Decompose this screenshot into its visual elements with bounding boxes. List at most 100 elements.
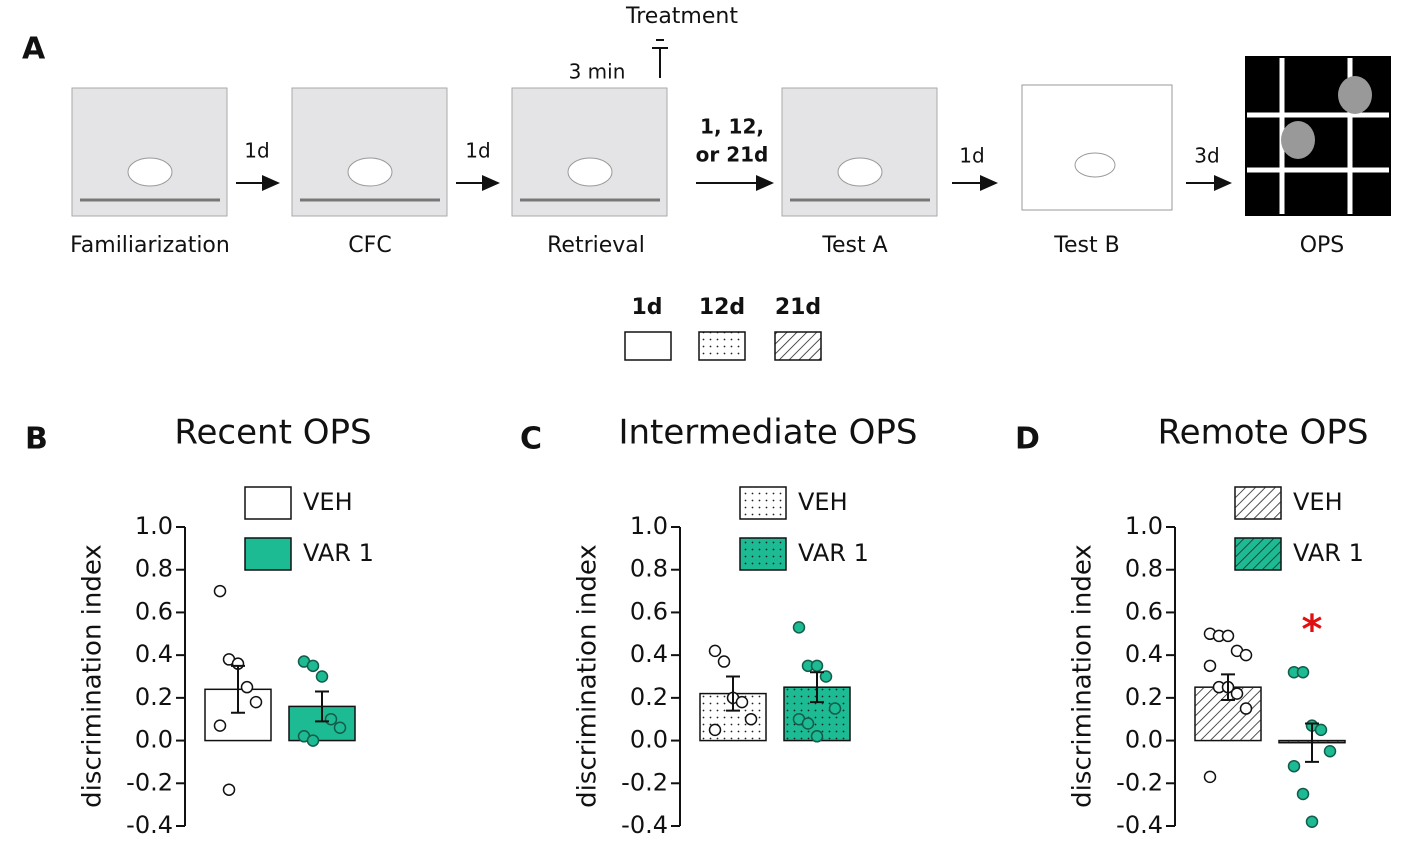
- legend-label: VEH: [1293, 488, 1343, 516]
- panel-letter: A: [22, 32, 46, 67]
- y-tick-label: 0.0: [135, 726, 173, 754]
- data-point: [1305, 815, 1319, 828]
- chart: B Recent OPS discrimination index -0.4 -0.2 0…: [25, 413, 374, 840]
- data-point: [801, 717, 815, 730]
- significance-marker: *: [1302, 607, 1323, 653]
- chart: C Intermediate OPS discrimination index -0.…: [520, 413, 918, 840]
- y-tick-label: 0.0: [1125, 726, 1163, 754]
- interval-label: 3d: [1194, 144, 1219, 168]
- y-axis-label: discrimination index: [1068, 544, 1098, 808]
- data-point: [744, 712, 758, 726]
- data-point: [315, 670, 329, 683]
- y-tick-label: -0.2: [126, 768, 173, 796]
- pattern-swatch: [774, 331, 822, 361]
- data-point: [1239, 702, 1253, 715]
- y-tick-label: 0.2: [135, 683, 173, 711]
- legend-label: VAR 1: [303, 539, 374, 567]
- error-bar: [1305, 722, 1319, 763]
- pattern-legend-label: 12d: [699, 295, 745, 320]
- y-tick-label: -0.4: [621, 811, 668, 839]
- data-point: [1221, 629, 1235, 643]
- y-tick-label: 1.0: [135, 512, 173, 540]
- data-point: [810, 730, 824, 743]
- data-point: [1203, 770, 1217, 784]
- error-bar: [810, 671, 824, 704]
- cages: [71, 87, 938, 217]
- data-point: [1203, 659, 1217, 673]
- data-point: [222, 783, 236, 796]
- data-point: [1239, 648, 1253, 662]
- stage-label: OPS: [1300, 233, 1345, 258]
- pattern-legend-label: 1d: [631, 295, 662, 320]
- interval-label: 1d: [959, 144, 984, 168]
- pattern-swatch: [698, 331, 746, 361]
- y-tick-label: 0.8: [135, 555, 173, 583]
- data-point: [1314, 723, 1328, 737]
- error-bar: [726, 675, 740, 712]
- y-tick-label: 0.2: [1125, 683, 1163, 711]
- legend-label: VAR 1: [1293, 539, 1364, 567]
- data-point: [1296, 665, 1310, 679]
- y-tick-label: 1.0: [1125, 512, 1163, 540]
- treatment-label: Treatment: [625, 4, 738, 29]
- interval-label: 1, 12,: [700, 115, 764, 139]
- data-point: [333, 721, 347, 735]
- interval-label: or 21d: [696, 143, 769, 167]
- y-tick-label: 0.4: [135, 640, 173, 668]
- y-axis-label: discrimination index: [573, 544, 603, 808]
- y-tick-label: -0.4: [126, 811, 173, 839]
- panel-a: A Treatment 3 min 1d 1d 1, 12: [22, 4, 1391, 361]
- panel-letter: B: [25, 422, 48, 457]
- open-box: [1021, 84, 1173, 211]
- y-axis-label: discrimination index: [78, 544, 108, 808]
- error-bar: [1221, 673, 1235, 701]
- legend-swatch-pattern: [1235, 538, 1281, 570]
- data-point: [240, 680, 254, 694]
- y-tick-label: 0.2: [630, 683, 668, 711]
- y-tick-label: 1.0: [630, 512, 668, 540]
- panel-letter: D: [1015, 422, 1040, 457]
- chart: D Remote OPS discrimination index -0.4 -0.2 0…: [1015, 413, 1368, 840]
- legend-swatch-pattern: [1235, 487, 1281, 519]
- duration-label: 3 min: [569, 60, 626, 84]
- legend-swatch-pattern: [740, 538, 786, 570]
- chart-title: Remote OPS: [1158, 413, 1369, 453]
- legend-label: VAR 1: [798, 539, 869, 567]
- stage-label: CFC: [348, 233, 391, 258]
- data-point: [1230, 687, 1244, 700]
- stage-label: Test A: [821, 233, 887, 258]
- y-tick-label: 0.4: [1125, 640, 1163, 668]
- y-tick-label: 0.6: [1125, 597, 1163, 625]
- data-point: [735, 695, 749, 709]
- data-point: [306, 734, 320, 747]
- interval-label: 1d: [244, 139, 269, 163]
- syringe: [652, 39, 668, 78]
- y-tick-label: 0.8: [1125, 555, 1163, 583]
- data-point: [828, 702, 842, 715]
- panel-letter: C: [520, 422, 542, 457]
- data-point: [306, 659, 320, 673]
- y-tick-label: 0.0: [630, 726, 668, 754]
- data-point: [810, 659, 824, 673]
- legend-swatch: [244, 537, 292, 571]
- data-point: [213, 719, 227, 732]
- pattern-legend-label: 21d: [775, 295, 821, 320]
- y-tick-label: 0.6: [135, 597, 173, 625]
- chart-title: Intermediate OPS: [618, 413, 917, 453]
- data-point: [249, 695, 263, 709]
- data-point: [708, 644, 722, 658]
- legend-swatch-pattern: [740, 487, 786, 519]
- pattern-swatch: [624, 331, 672, 361]
- chart-title: Recent OPS: [174, 413, 371, 453]
- mice: [127, 152, 1116, 187]
- stage-label: Test B: [1053, 233, 1119, 258]
- legend-label: VEH: [303, 488, 353, 516]
- data-point: [1287, 759, 1301, 773]
- y-tick-label: 0.6: [630, 597, 668, 625]
- data-point: [324, 712, 338, 726]
- error-bar: [231, 664, 245, 714]
- error-bar: [315, 690, 329, 723]
- data-point: [1296, 787, 1310, 801]
- y-tick-label: -0.2: [1116, 768, 1163, 796]
